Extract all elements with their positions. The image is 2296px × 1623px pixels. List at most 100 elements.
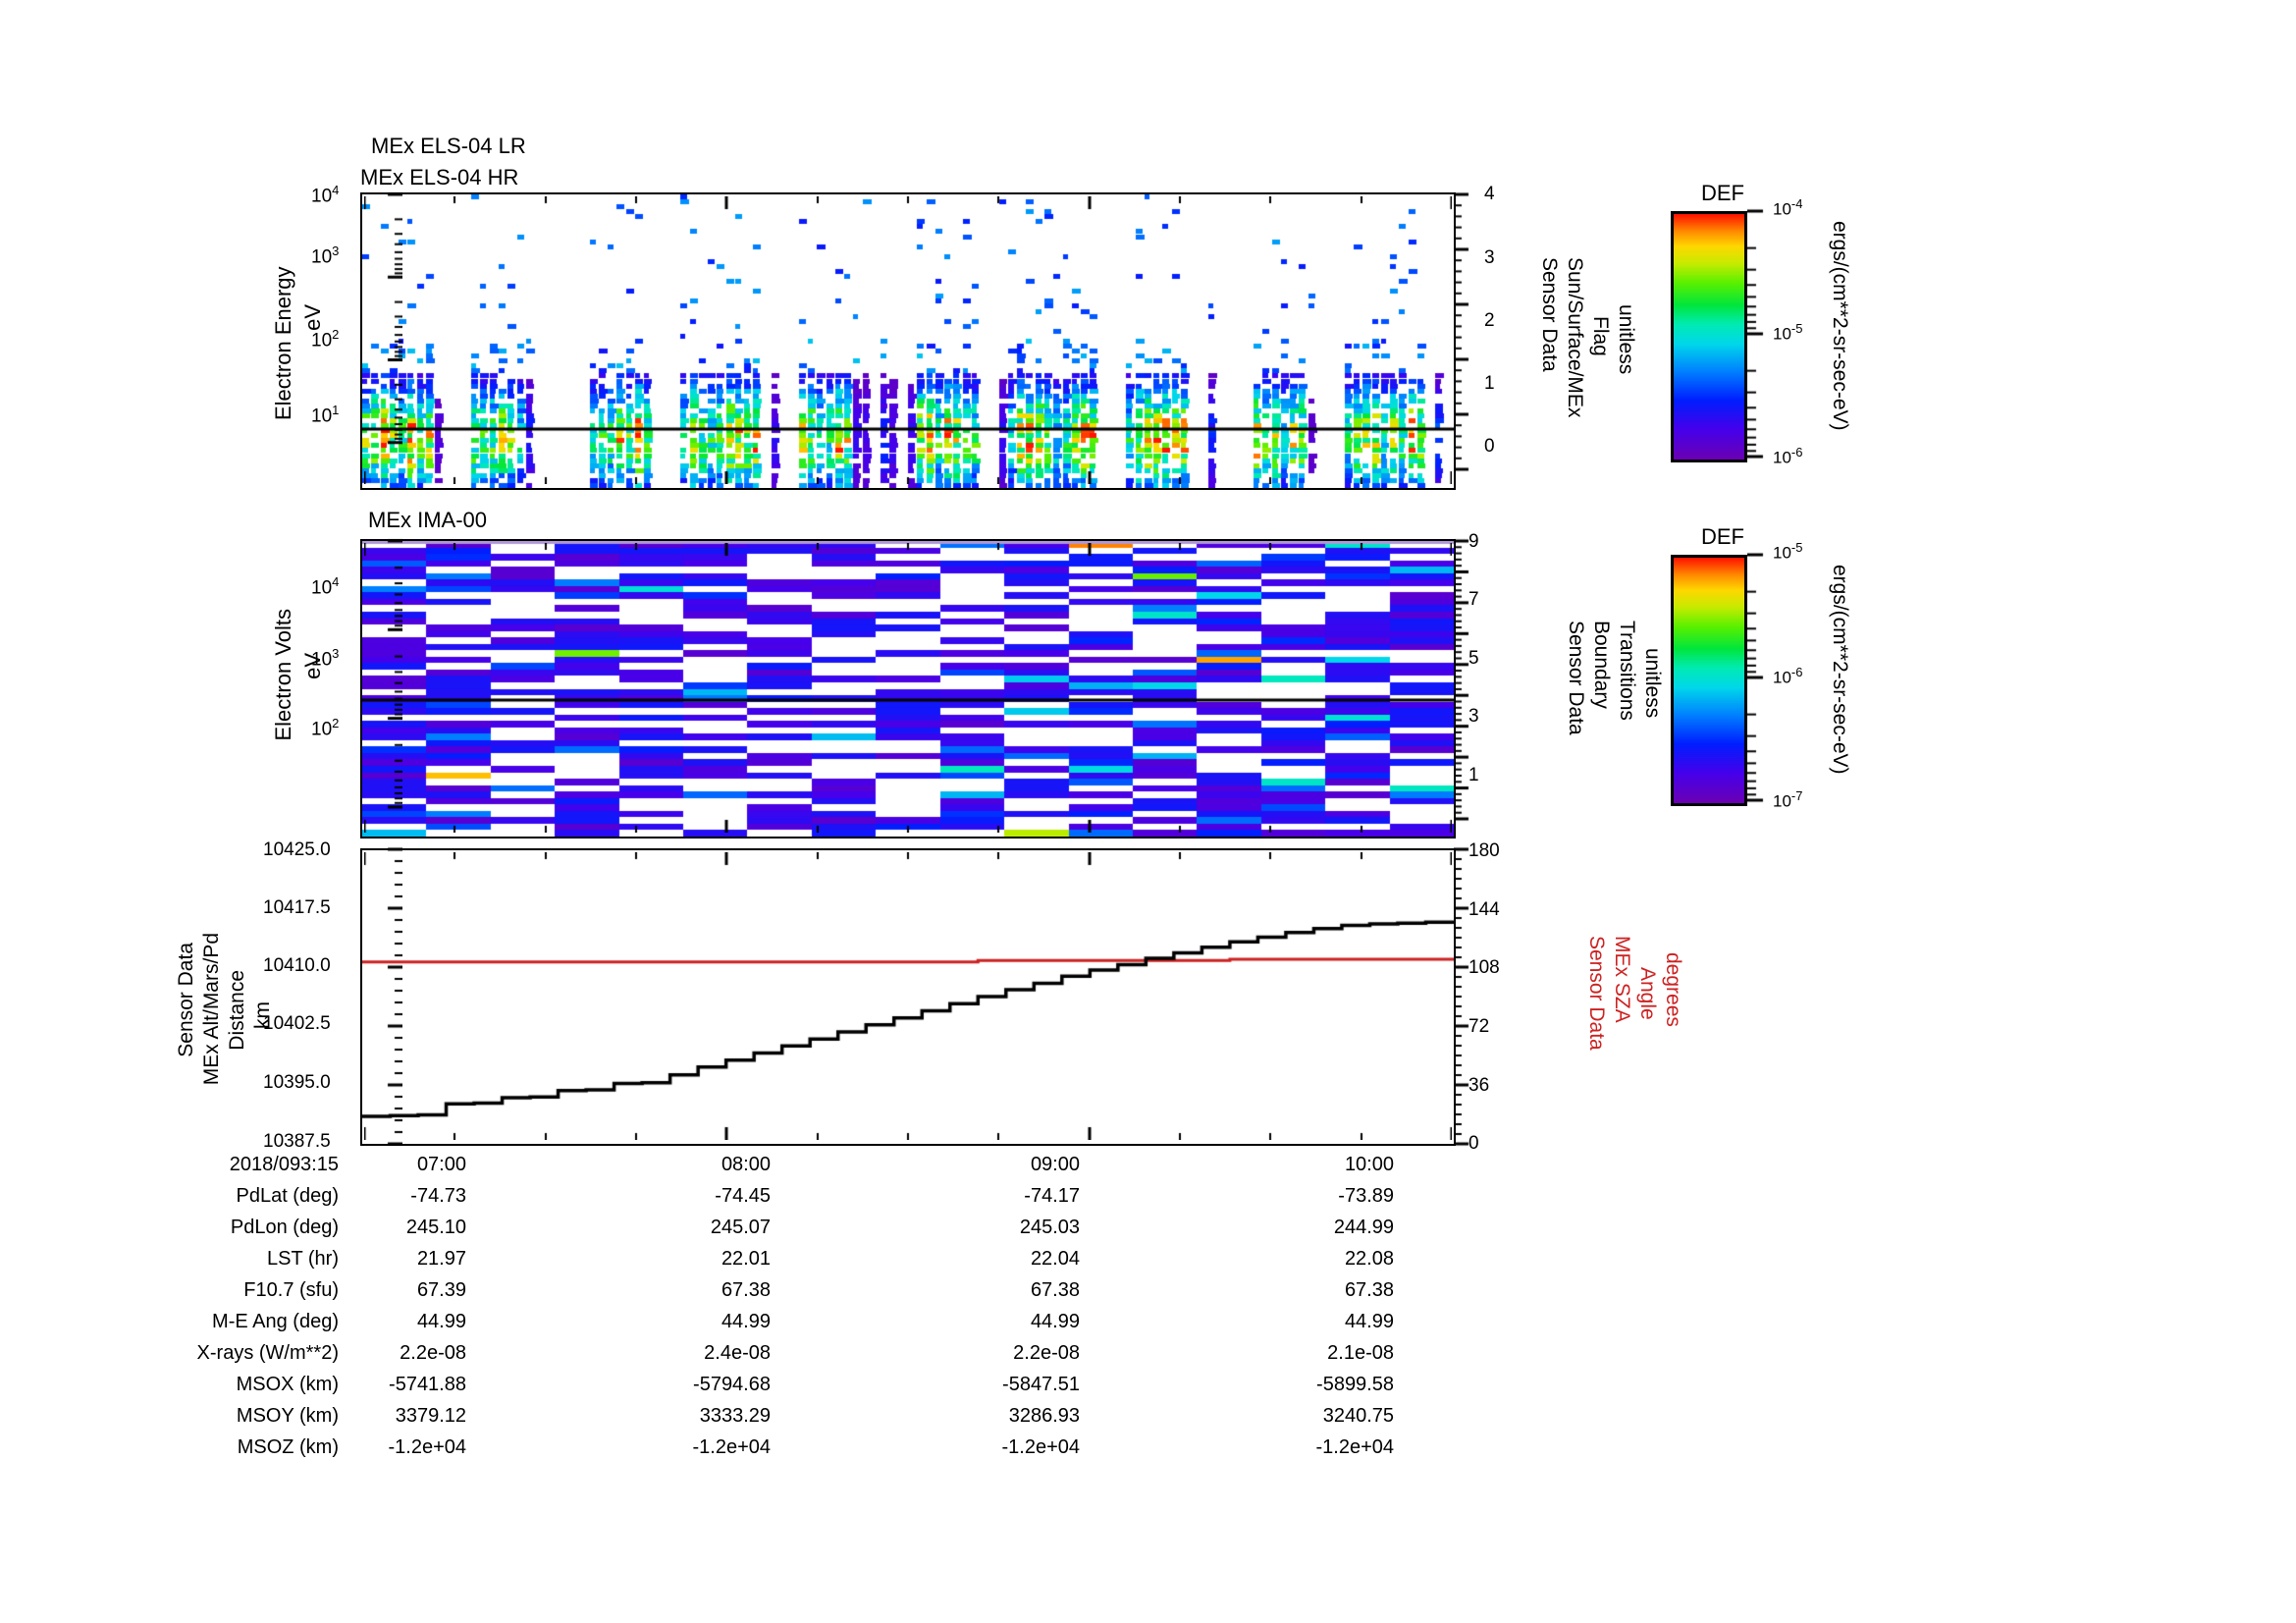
- colorbar1-gradient: [1674, 214, 1744, 460]
- colorbar2-gradient: [1674, 558, 1744, 803]
- panel3-ytick-10395: 10395.0: [263, 1072, 331, 1093]
- table-cell-0-1: -74.45: [715, 1185, 771, 1207]
- table-cell-2-0: 21.97: [416, 1248, 466, 1270]
- els-spectrogram-panel[interactable]: [360, 192, 1456, 490]
- colorbar2-unit-label: ergs/(cm**2-sr-sec-eV): [1829, 565, 1851, 775]
- panel2-ylabel-right-line2: Boundary: [1590, 621, 1613, 709]
- colorbar1[interactable]: [1671, 211, 1747, 462]
- panel2-ylabel-right-line3: Transitions: [1616, 621, 1638, 721]
- panel1-ylabel-right-line3: Flag: [1589, 316, 1612, 356]
- table-cell-1-2: 245.03: [1019, 1217, 1080, 1238]
- panel2-right-axis-ticks: [1454, 536, 1493, 842]
- panel3-right-axis-ticks: [1454, 845, 1493, 1150]
- panel1-left-axis-ticks: [344, 189, 402, 494]
- table-cell-0-0: -74.73: [410, 1185, 466, 1207]
- panel1-ytick-1e3: 103: [311, 243, 340, 268]
- panel3-ylabel-right-line3: Angle: [1636, 967, 1659, 1020]
- table-cell-6-0: -5741.88: [389, 1374, 466, 1395]
- panel1-ylabel-line1: Electron Energy: [271, 266, 295, 421]
- table-cell-0-2: -74.17: [1024, 1185, 1080, 1207]
- table-date-label: 2018/093:15: [229, 1154, 339, 1175]
- panel1-ylabel-right-line2: Sun/Surface/MEx: [1564, 257, 1586, 418]
- colorbar2-max-label: 10-5: [1773, 540, 1803, 563]
- panel3-ytick-10402: 10402.5: [263, 1013, 331, 1034]
- table-time-header-3: 10:00: [1344, 1154, 1394, 1175]
- table-cell-4-0: 44.99: [416, 1311, 466, 1332]
- ephemeris-table: 2018/093:15 07:00 08:00 09:00 10:00 PdLat (de…: [0, 1154, 1571, 1566]
- colorbar2-ticks: [1747, 549, 1769, 806]
- panel3-ylabel-right-line2: MEx SZA: [1611, 936, 1633, 1023]
- table-cell-4-3: 44.99: [1344, 1311, 1394, 1332]
- table-row-label-7: MSOY (km): [236, 1405, 339, 1427]
- panel1-ylabel-left: Electron Energy: [271, 245, 296, 442]
- table-cell-5-0: 2.2e-08: [400, 1342, 466, 1364]
- orbit-distance-canvas: [362, 850, 1454, 1144]
- panel3-ylabel-right-line4: degrees: [1662, 952, 1684, 1027]
- table-cell-1-3: 244.99: [1333, 1217, 1394, 1238]
- table-row-label-4: M-E Ang (deg): [212, 1311, 339, 1332]
- panel3-ytick-10425: 10425.0: [263, 839, 331, 860]
- colorbar2-title: DEF: [1701, 524, 1744, 549]
- table-cell-0-3: -73.89: [1338, 1185, 1394, 1207]
- ima-spectrogram-canvas: [362, 541, 1454, 837]
- table-row-label-8: MSOZ (km): [237, 1436, 339, 1458]
- colorbar1-max-label: 10-4: [1773, 196, 1803, 219]
- table-cell-3-3: 67.38: [1344, 1279, 1394, 1301]
- orbit-distance-panel[interactable]: [360, 848, 1456, 1146]
- panel2-ytick-1e3: 103: [311, 646, 340, 671]
- panel1-ytick-1e4: 104: [311, 183, 340, 207]
- table-cell-2-1: 22.01: [721, 1248, 771, 1270]
- table-cell-2-3: 22.08: [1344, 1248, 1394, 1270]
- colorbar2[interactable]: [1671, 555, 1747, 806]
- panel1-title-lr: MEx ELS-04 LR: [371, 134, 526, 158]
- panel2-left-axis-ticks: [344, 536, 402, 842]
- panel2-title: MEx IMA-00: [368, 508, 488, 532]
- panel3-ylabel-left-line3: Distance: [226, 970, 248, 1051]
- ima-spectrogram-panel[interactable]: [360, 539, 1456, 839]
- panel2-ylabel-line1: Electron Volts: [271, 609, 295, 741]
- table-cell-2-2: 22.04: [1030, 1248, 1080, 1270]
- panel1-right-axis-ticks: [1454, 189, 1493, 494]
- table-cell-6-1: -5794.68: [693, 1374, 771, 1395]
- colorbar1-mid-label: 10-5: [1773, 321, 1803, 344]
- table-cell-5-1: 2.4e-08: [704, 1342, 771, 1364]
- table-cell-8-3: -1.2e+04: [1315, 1436, 1394, 1458]
- table-row-label-1: PdLon (deg): [230, 1217, 339, 1238]
- table-time-header-1: 08:00: [721, 1154, 771, 1175]
- colorbar2-min-label: 10-7: [1773, 788, 1803, 811]
- colorbar1-ticks: [1747, 205, 1769, 462]
- panel3-ylabel-right-line1: Sensor Data: [1585, 936, 1608, 1051]
- table-cell-7-1: 3333.29: [699, 1405, 771, 1427]
- table-cell-8-1: -1.2e+04: [692, 1436, 771, 1458]
- panel1-ytick-1e2: 102: [311, 327, 340, 352]
- table-row-label-5: X-rays (W/m**2): [196, 1342, 339, 1364]
- table-cell-4-1: 44.99: [721, 1311, 771, 1332]
- panel1-title-hr: MEx ELS-04 HR: [360, 165, 519, 189]
- table-cell-7-0: 3379.12: [395, 1405, 466, 1427]
- table-time-header-0: 07:00: [416, 1154, 466, 1175]
- colorbar1-title: DEF: [1701, 181, 1744, 205]
- panel2-ylabel-left: Electron Volts: [271, 609, 296, 741]
- table-row-label-6: MSOX (km): [236, 1374, 339, 1395]
- panel3-ylabel-left-line2: MEx Alt/Mars/Pd: [200, 933, 223, 1086]
- colorbar1-min-label: 10-6: [1773, 445, 1803, 467]
- panel1-ytick-1e1: 101: [311, 403, 340, 427]
- els-spectrogram-canvas: [362, 194, 1454, 488]
- table-cell-1-0: 245.10: [405, 1217, 466, 1238]
- table-cell-5-3: 2.1e-08: [1327, 1342, 1394, 1364]
- table-cell-5-2: 2.2e-08: [1013, 1342, 1080, 1364]
- table-cell-3-1: 67.38: [721, 1279, 771, 1301]
- panel2-ytick-1e4: 104: [311, 574, 340, 599]
- colorbar1-unit-label: ergs/(cm**2-sr-sec-eV): [1829, 221, 1851, 431]
- table-cell-3-2: 67.38: [1030, 1279, 1080, 1301]
- panel3-ylabel-left-line1: Sensor Data: [175, 943, 197, 1057]
- table-row-label-3: F10.7 (sfu): [243, 1279, 339, 1301]
- panel3-ytick-10417: 10417.5: [263, 897, 331, 918]
- table-cell-8-2: -1.2e+04: [1001, 1436, 1080, 1458]
- table-cell-3-0: 67.39: [416, 1279, 466, 1301]
- panel2-ylabel-right-line1: Sensor Data: [1565, 621, 1587, 735]
- colorbar2-mid-label: 10-6: [1773, 665, 1803, 687]
- panel3-left-axis-ticks: [344, 845, 402, 1150]
- panel2-ytick-1e2: 102: [311, 716, 340, 740]
- panel2-ylabel-right-line4: unitless: [1641, 648, 1664, 719]
